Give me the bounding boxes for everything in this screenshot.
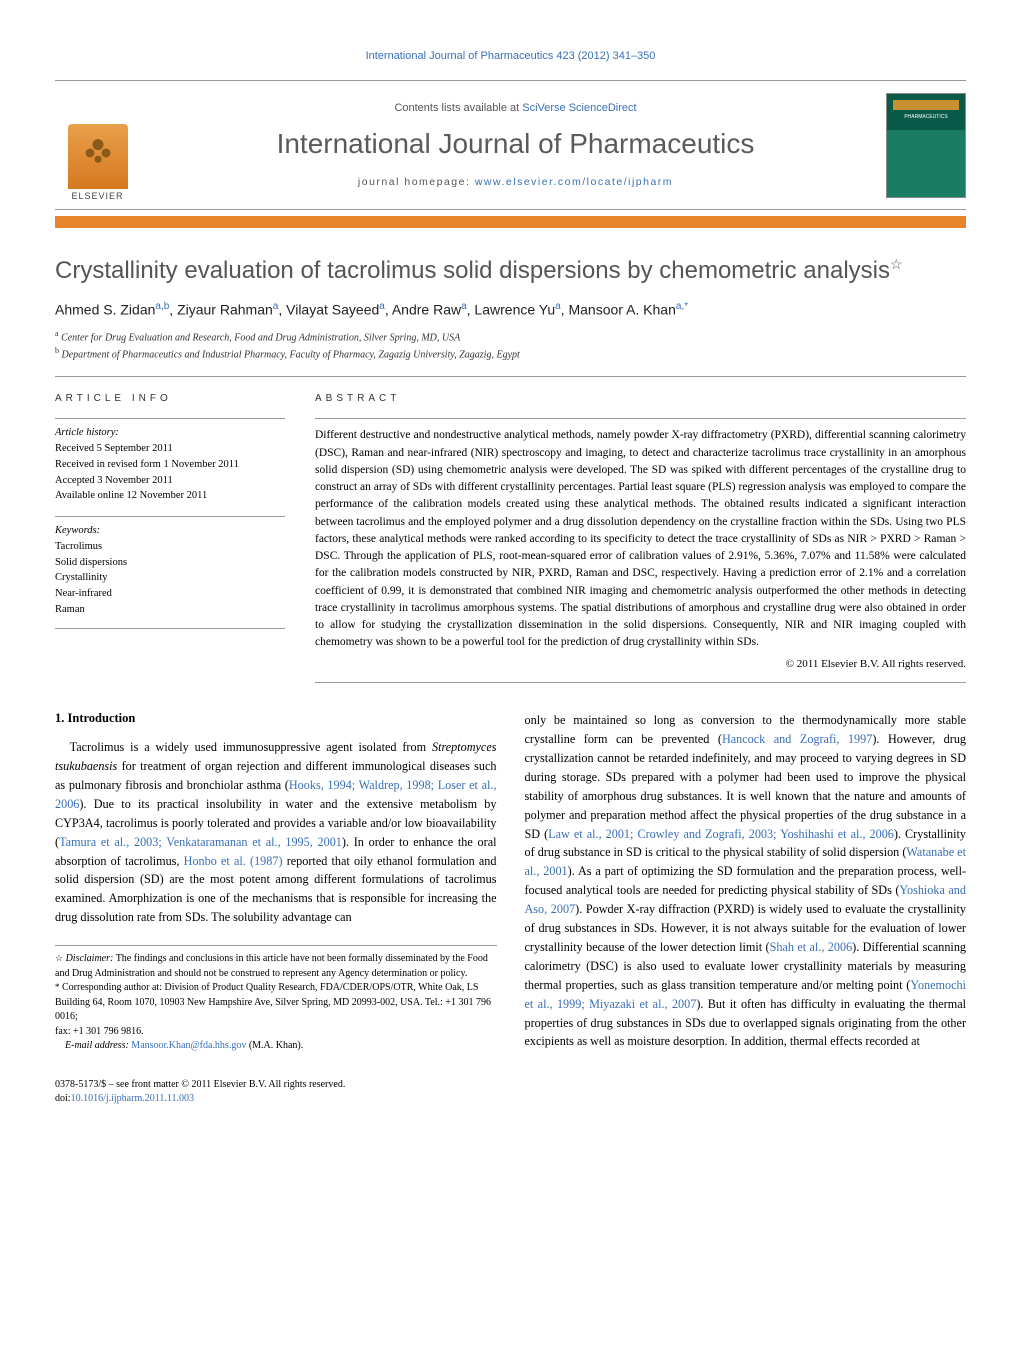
author-list: Ahmed S. Zidana,b, Ziyaur Rahmana, Vilay…	[55, 301, 966, 318]
body-column-right: only be maintained so long as conversion…	[525, 711, 967, 1054]
journal-homepage-link[interactable]: www.elsevier.com/locate/ijpharm	[475, 176, 673, 188]
homepage-prefix: journal homepage:	[358, 176, 475, 188]
issn-line: 0378-5173/$ – see front matter © 2011 El…	[55, 1078, 966, 1093]
elsevier-logo-text: ELSEVIER	[71, 191, 123, 201]
sciencedirect-link[interactable]: SciVerse ScienceDirect	[522, 102, 636, 114]
disclaimer-marker: ☆	[55, 953, 63, 963]
affiliation-b-text: Department of Pharmaceutics and Industri…	[62, 349, 520, 360]
journal-name: International Journal of Pharmaceutics	[165, 128, 866, 160]
cover-thumb-box	[866, 81, 966, 209]
body-column-left: 1. Introduction Tacrolimus is a widely u…	[55, 711, 497, 1054]
affiliation-b: b Department of Pharmaceutics and Indust…	[55, 345, 966, 362]
journal-cover-thumbnail	[886, 93, 966, 198]
fax-line: fax: +1 301 796 9816.	[55, 1025, 497, 1040]
history-online: Available online 12 November 2011	[55, 488, 285, 504]
disclaimer-text: The findings and conclusions in this art…	[55, 953, 488, 979]
affiliation-a: a Center for Drug Evaluation and Researc…	[55, 328, 966, 345]
email-label: E-mail address:	[65, 1040, 129, 1051]
abstract-heading: abstract	[315, 393, 966, 404]
journal-homepage-line: journal homepage: www.elsevier.com/locat…	[165, 176, 866, 188]
footnotes: ☆ Disclaimer: The findings and conclusio…	[55, 945, 497, 1054]
keywords-block: Keywords: Tacrolimus Solid dispersions C…	[55, 516, 285, 629]
bottom-meta: 0378-5173/$ – see front matter © 2011 El…	[55, 1078, 966, 1107]
history-revised: Received in revised form 1 November 2011	[55, 457, 285, 473]
corr-marker: *	[55, 982, 60, 992]
keywords-label: Keywords:	[55, 523, 285, 539]
email-line: E-mail address: Mansoor.Khan@fda.hhs.gov…	[55, 1039, 497, 1054]
intro-text-right: only be maintained so long as conversion…	[525, 711, 967, 1051]
accent-bar	[55, 216, 966, 228]
article-title: Crystallinity evaluation of tacrolimus s…	[55, 256, 966, 285]
body-columns: 1. Introduction Tacrolimus is a widely u…	[55, 711, 966, 1054]
email-paren: (M.A. Khan).	[249, 1040, 303, 1051]
keyword: Tacrolimus	[55, 539, 285, 555]
article-history: Article history: Received 5 September 20…	[55, 418, 285, 504]
title-footnote-marker: ☆	[890, 256, 903, 272]
affiliation-a-text: Center for Drug Evaluation and Research,…	[61, 332, 460, 343]
publisher-logo-box: ELSEVIER	[55, 81, 165, 209]
history-label: Article history:	[55, 425, 285, 441]
masthead-center: Contents lists available at SciVerse Sci…	[165, 81, 866, 209]
disclaimer-label: Disclaimer:	[66, 953, 114, 964]
contents-available-line: Contents lists available at SciVerse Sci…	[165, 102, 866, 114]
disclaimer-footnote: ☆ Disclaimer: The findings and conclusio…	[55, 952, 497, 981]
corresponding-email-link[interactable]: Mansoor.Khan@fda.hhs.gov	[131, 1040, 246, 1051]
elsevier-tree-icon	[68, 124, 128, 189]
doi-line: doi:10.1016/j.ijpharm.2011.11.003	[55, 1092, 966, 1107]
running-head: International Journal of Pharmaceutics 4…	[55, 50, 966, 62]
article-info-heading: article info	[55, 393, 285, 404]
history-accepted: Accepted 3 November 2011	[55, 473, 285, 489]
title-block: Crystallinity evaluation of tacrolimus s…	[55, 256, 966, 362]
affiliations: a Center for Drug Evaluation and Researc…	[55, 328, 966, 363]
keyword: Near-infrared	[55, 586, 285, 602]
article-info: article info Article history: Received 5…	[55, 393, 285, 683]
info-abstract-row: article info Article history: Received 5…	[55, 376, 966, 683]
abstract-body: Different destructive and nondestructive…	[315, 418, 966, 683]
keyword: Raman	[55, 602, 285, 618]
page-root: International Journal of Pharmaceutics 4…	[0, 0, 1021, 1157]
masthead: ELSEVIER Contents lists available at Sci…	[55, 80, 966, 210]
article-title-text: Crystallinity evaluation of tacrolimus s…	[55, 257, 890, 284]
abstract-copyright: © 2011 Elsevier B.V. All rights reserved…	[315, 656, 966, 673]
history-received: Received 5 September 2011	[55, 441, 285, 457]
abstract: abstract Different destructive and nonde…	[315, 393, 966, 683]
corresponding-author-footnote: * Corresponding author at: Division of P…	[55, 981, 497, 1025]
contents-prefix: Contents lists available at	[394, 102, 522, 114]
abstract-text: Different destructive and nondestructive…	[315, 429, 966, 648]
keyword: Solid dispersions	[55, 555, 285, 571]
keyword: Crystallinity	[55, 570, 285, 586]
doi-link[interactable]: 10.1016/j.ijpharm.2011.11.003	[71, 1093, 194, 1104]
intro-text-left: Tacrolimus is a widely used immunosuppre…	[55, 738, 497, 927]
doi-label: doi:	[55, 1093, 71, 1104]
elsevier-logo: ELSEVIER	[55, 106, 140, 201]
intro-heading: 1. Introduction	[55, 711, 497, 726]
corr-text: Corresponding author at: Division of Pro…	[55, 982, 491, 1022]
